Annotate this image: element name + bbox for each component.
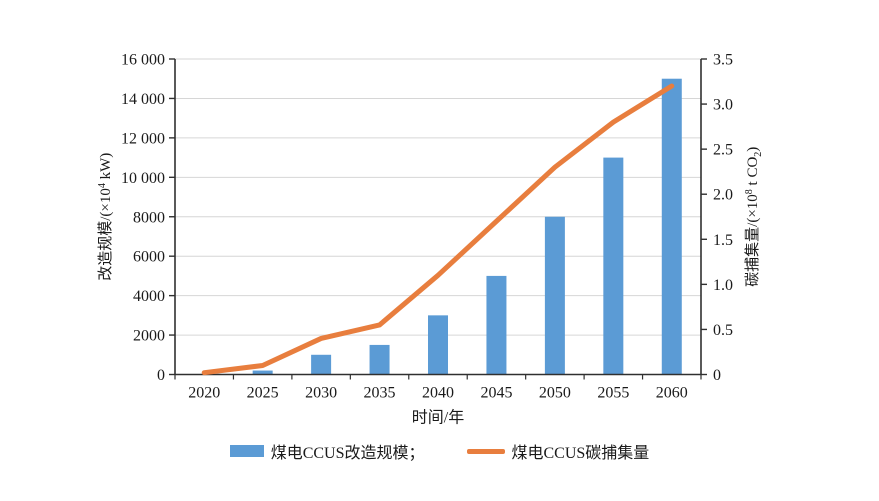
legend-label-retrofit-scale: 煤电CCUS改造规模；: [270, 445, 425, 462]
x-tick-label: 2035: [364, 385, 396, 402]
left-tick-label: 4000: [133, 288, 165, 305]
left-tick-label: 8000: [133, 209, 165, 226]
bar-2025: [252, 370, 273, 375]
right-tick-label: 0: [713, 367, 721, 384]
right-tick-label: 0.5: [713, 322, 733, 339]
right-tick-label: 1.5: [713, 232, 733, 249]
legend-item-capture-amount: 煤电CCUS碳捕集量: [466, 439, 650, 463]
left-tick-label: 6000: [133, 249, 165, 266]
bar-series-swatch: [229, 445, 264, 457]
right-axis-title: 碳捕集量/(×108 t CO2): [744, 147, 764, 287]
x-tick-label: 2020: [188, 385, 220, 402]
legend-label-capture-amount: 煤电CCUS碳捕集量: [511, 445, 650, 462]
left-tick-label: 2000: [133, 328, 165, 345]
capture-line: [201, 83, 675, 376]
left-tick-label: 14 000: [121, 91, 165, 108]
left-axis-title: 改造规模/(×104 kW): [97, 153, 114, 281]
x-tick-label: 2050: [539, 385, 571, 402]
legend: 煤电CCUS改造规模； 煤电CCUS碳捕集量: [0, 437, 879, 465]
x-tick-label: 2060: [656, 385, 688, 402]
x-tick-label: 2045: [480, 385, 512, 402]
x-axis-title: 时间/年: [412, 409, 464, 427]
chart-plot-area: 0 2000 4000 6000 8000 10 000 12 000 14 000 16 00…: [97, 52, 764, 427]
right-tick-label: 3.5: [713, 52, 733, 69]
right-tick-label: 3.0: [713, 97, 733, 114]
left-tick-label: 16 000: [121, 52, 165, 69]
bar-2040: [428, 315, 448, 375]
bar-2060: [661, 78, 682, 375]
bar-2030: [311, 354, 332, 375]
x-tick-label: 2055: [597, 385, 629, 402]
bar-2050: [544, 216, 565, 375]
x-tick-label: 2030: [305, 385, 337, 402]
line-series-swatch: [466, 448, 505, 454]
x-tick-label: 2040: [422, 385, 454, 402]
right-tick-label: 1.0: [713, 277, 733, 294]
bar-2055: [603, 157, 624, 375]
left-tick-label: 0: [157, 367, 165, 384]
x-tick-label: 2025: [247, 385, 279, 402]
bar-2045: [486, 275, 507, 375]
right-tick-label: 2.0: [713, 187, 733, 204]
legend-item-retrofit-scale: 煤电CCUS改造规模；: [229, 439, 425, 463]
bar-2035: [369, 344, 390, 375]
left-tick-label: 12 000: [121, 130, 165, 147]
left-tick-label: 10 000: [121, 170, 165, 187]
right-tick-label: 2.5: [713, 142, 733, 159]
